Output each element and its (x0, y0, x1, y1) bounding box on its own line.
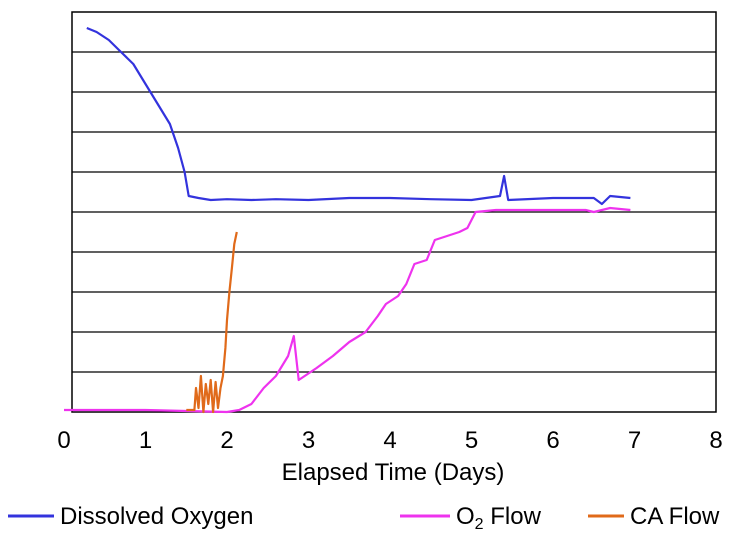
x-tick-label: 1 (139, 427, 152, 454)
legend-label-text: Dissolved Oxygen (60, 503, 253, 530)
x-axis-tick-labels: 0 1 2 3 4 5 6 7 8 (57, 427, 722, 454)
legend-label: CA Flow (630, 503, 720, 530)
x-tick-label: 4 (383, 427, 396, 454)
series-line-o2-flow (64, 206, 631, 414)
x-axis-title: Elapsed Time (Days) (282, 459, 505, 486)
legend-label-text: CA Flow (630, 503, 720, 530)
legend-label-prefix: O (456, 503, 475, 530)
x-tick-label: 8 (709, 427, 722, 454)
legend-label: Dissolved Oxygen (60, 503, 253, 530)
legend-label: O2 Flow (456, 503, 542, 533)
x-tick-label: 2 (220, 427, 233, 454)
x-tick-label: 6 (546, 427, 559, 454)
series-line-dissolved-oxygen (86, 26, 631, 206)
x-tick-label: 3 (302, 427, 315, 454)
series-lines (64, 26, 631, 414)
plot-area-frame (71, 11, 717, 413)
legend: Dissolved Oxygen O2 Flow CA Flow (8, 503, 720, 533)
x-tick-label: 5 (465, 427, 478, 454)
x-tick-label: 7 (628, 427, 641, 454)
x-tick-label: 0 (57, 427, 70, 454)
series-line-ca-flow (186, 231, 238, 414)
grid-lines (72, 51, 716, 373)
legend-label-text: Flow (484, 503, 542, 530)
legend-label-subscript: 2 (475, 516, 484, 533)
